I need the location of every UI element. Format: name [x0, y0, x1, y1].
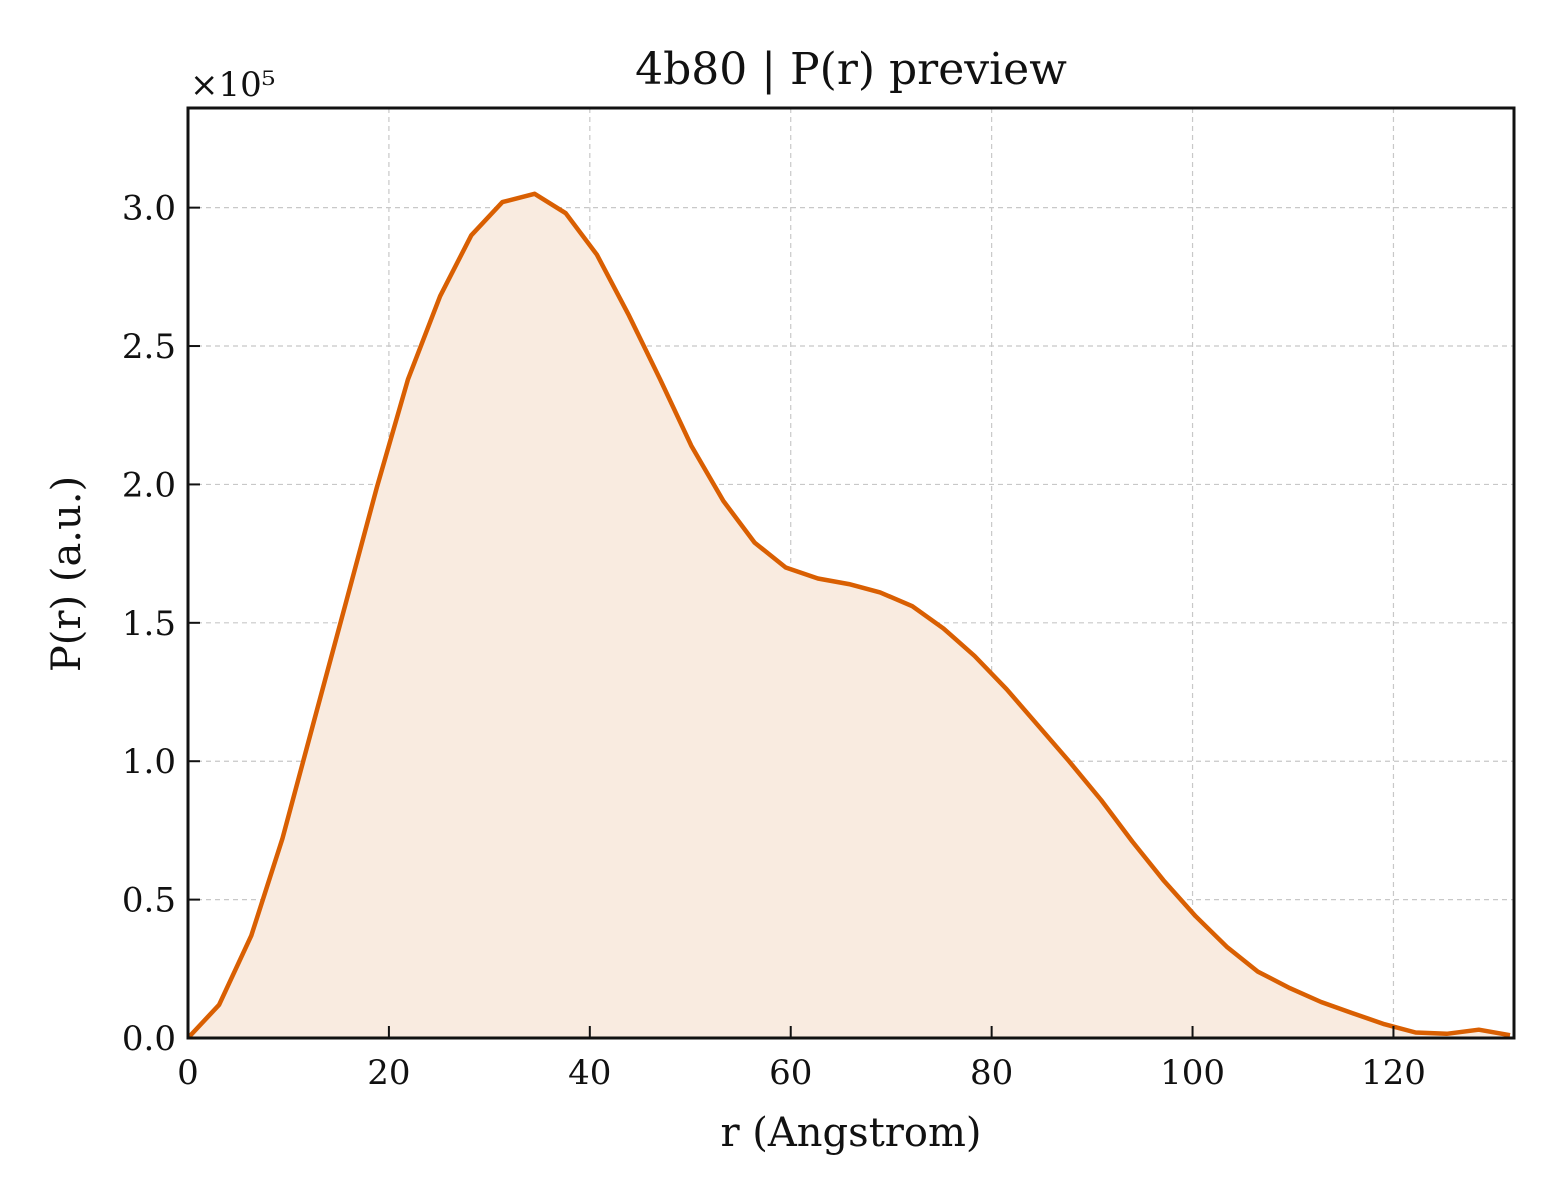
- y-offset-label: ×10⁵: [190, 65, 275, 105]
- axis-ticks: [187, 206, 1395, 1039]
- x-tick-label: 120: [1361, 1053, 1426, 1093]
- y-tick-label: 0.5: [122, 881, 176, 921]
- chart-title: 4b80 | P(r) preview: [635, 44, 1067, 95]
- pr-area-fill: [188, 193, 1510, 1039]
- x-tick-label: 20: [367, 1053, 410, 1093]
- y-tick-label: 1.0: [122, 742, 176, 782]
- tick-labels: 0 20 40 60 80 100 120 0.0 0.5 1.0 1.5 2.0 2.5 3.0: [122, 189, 1426, 1093]
- y-tick-label: 1.5: [122, 604, 176, 644]
- x-tick-label: 100: [1160, 1053, 1225, 1093]
- y-tick-label: 0.0: [122, 1019, 176, 1059]
- y-tick-label: 2.5: [122, 327, 176, 367]
- plot-frame: [186, 106, 1516, 1040]
- x-tick-label: 60: [769, 1053, 812, 1093]
- x-tick-label: 80: [970, 1053, 1013, 1093]
- x-tick-label: 0: [177, 1053, 199, 1093]
- y-tick-label: 3.0: [122, 189, 176, 229]
- y-axis-label: P(r) (a.u.): [44, 476, 90, 672]
- x-axis-label: r (Angstrom): [720, 1110, 981, 1156]
- x-tick-label: 40: [568, 1053, 611, 1093]
- y-tick-label: 2.0: [122, 465, 176, 505]
- pr-curve-line: [186, 191, 1511, 1040]
